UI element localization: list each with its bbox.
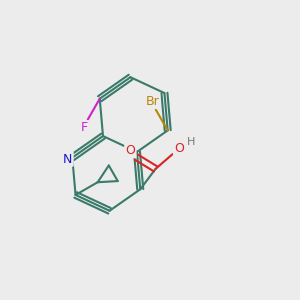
Text: N: N — [63, 153, 73, 166]
Text: H: H — [186, 136, 195, 146]
Text: O: O — [174, 142, 184, 155]
Text: F: F — [81, 122, 88, 134]
Text: Br: Br — [145, 95, 159, 108]
Text: O: O — [125, 144, 135, 157]
